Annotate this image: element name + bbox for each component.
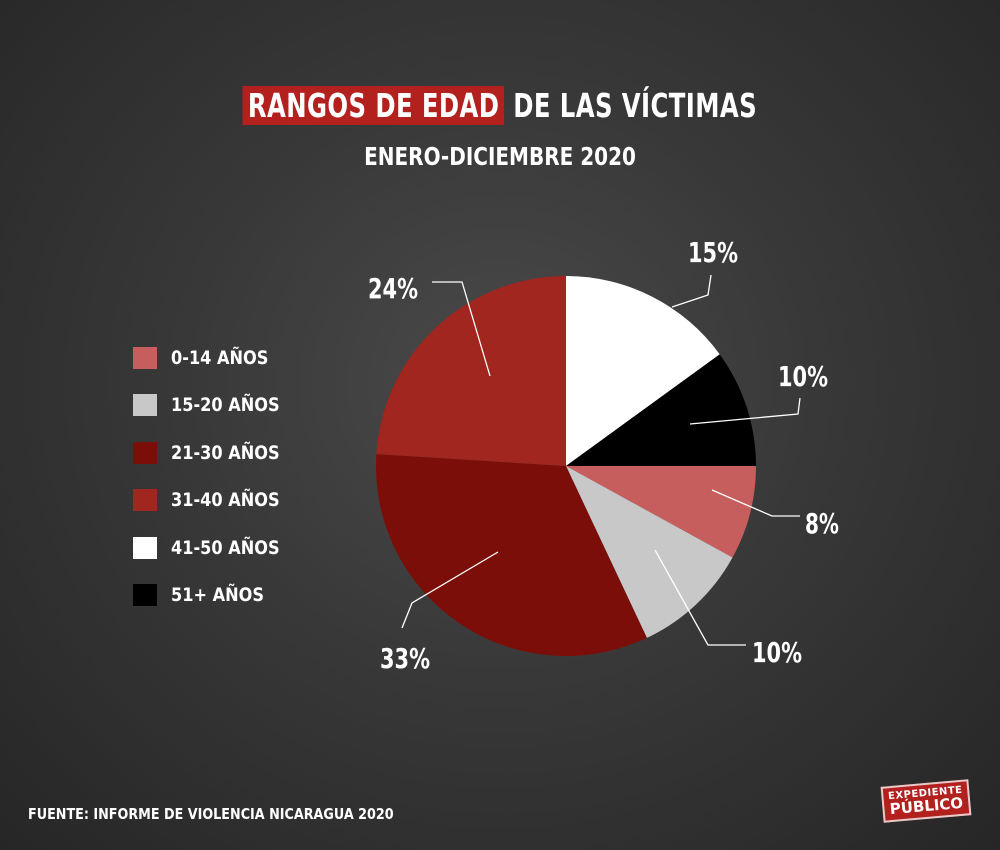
pie-slice — [566, 276, 720, 466]
slice-percent-label: 15% — [688, 236, 738, 269]
legend-swatch — [133, 536, 157, 559]
title-rest: DE LAS VÍCTIMAS — [504, 86, 758, 125]
logo-line-2: PÚBLICO — [888, 793, 964, 818]
pie-slice — [375, 454, 647, 656]
pie-slice — [566, 466, 756, 558]
slice-percent-label: 8% — [805, 507, 839, 540]
legend-item: 0-14 AÑOS — [133, 345, 299, 370]
legend-item: 31-40 AÑOS — [133, 488, 299, 513]
legend-label: 15-20 AÑOS — [171, 394, 280, 416]
leader-line — [432, 281, 491, 377]
legend-label: 41-50 AÑOS — [171, 536, 280, 559]
title-highlight: RANGOS DE EDAD — [242, 86, 505, 125]
slice-percent-label: 24% — [368, 272, 418, 305]
pie-slice — [566, 354, 756, 466]
source-note: FUENTE: INFORME DE VIOLENCIA NICARAGUA 2… — [28, 805, 394, 823]
leader-line — [401, 551, 499, 629]
legend-swatch — [133, 394, 157, 416]
chart-subtitle: ENERO-DICIEMBRE 2020 — [364, 142, 636, 171]
legend-item: 41-50 AÑOS — [133, 535, 299, 560]
slice-percent-label: 10% — [752, 636, 802, 669]
legend-label: 21-30 AÑOS — [171, 441, 280, 464]
leader-line — [711, 489, 800, 517]
legend-label: 31-40 AÑOS — [171, 489, 280, 511]
leader-line — [654, 549, 746, 646]
legend-label: 51+ AÑOS — [171, 584, 265, 606]
slice-percent-label: 10% — [778, 360, 828, 393]
pie-slice — [566, 466, 733, 638]
legend-swatch — [133, 584, 157, 606]
legend-swatch — [133, 441, 157, 464]
legend-item: 21-30 AÑOS — [133, 440, 299, 465]
expediente-publico-logo: EXPEDIENTE PÚBLICO — [880, 779, 972, 823]
leader-line — [671, 274, 712, 308]
chart-title: RANGOS DE EDAD DE LAS VÍCTIMAS — [90, 86, 910, 125]
legend-label: 0-14 AÑOS — [171, 346, 269, 369]
legend-swatch — [133, 346, 157, 369]
legend-item: 51+ AÑOS — [133, 583, 299, 608]
pie-slice — [376, 276, 566, 466]
leader-line — [689, 397, 801, 425]
legend-item: 15-20 AÑOS — [133, 393, 299, 418]
legend-swatch — [133, 489, 157, 511]
slice-percent-label: 33% — [380, 642, 430, 675]
legend: 0-14 AÑOS 15-20 AÑOS 21-30 AÑOS 31-40 AÑOS 4… — [133, 345, 299, 630]
